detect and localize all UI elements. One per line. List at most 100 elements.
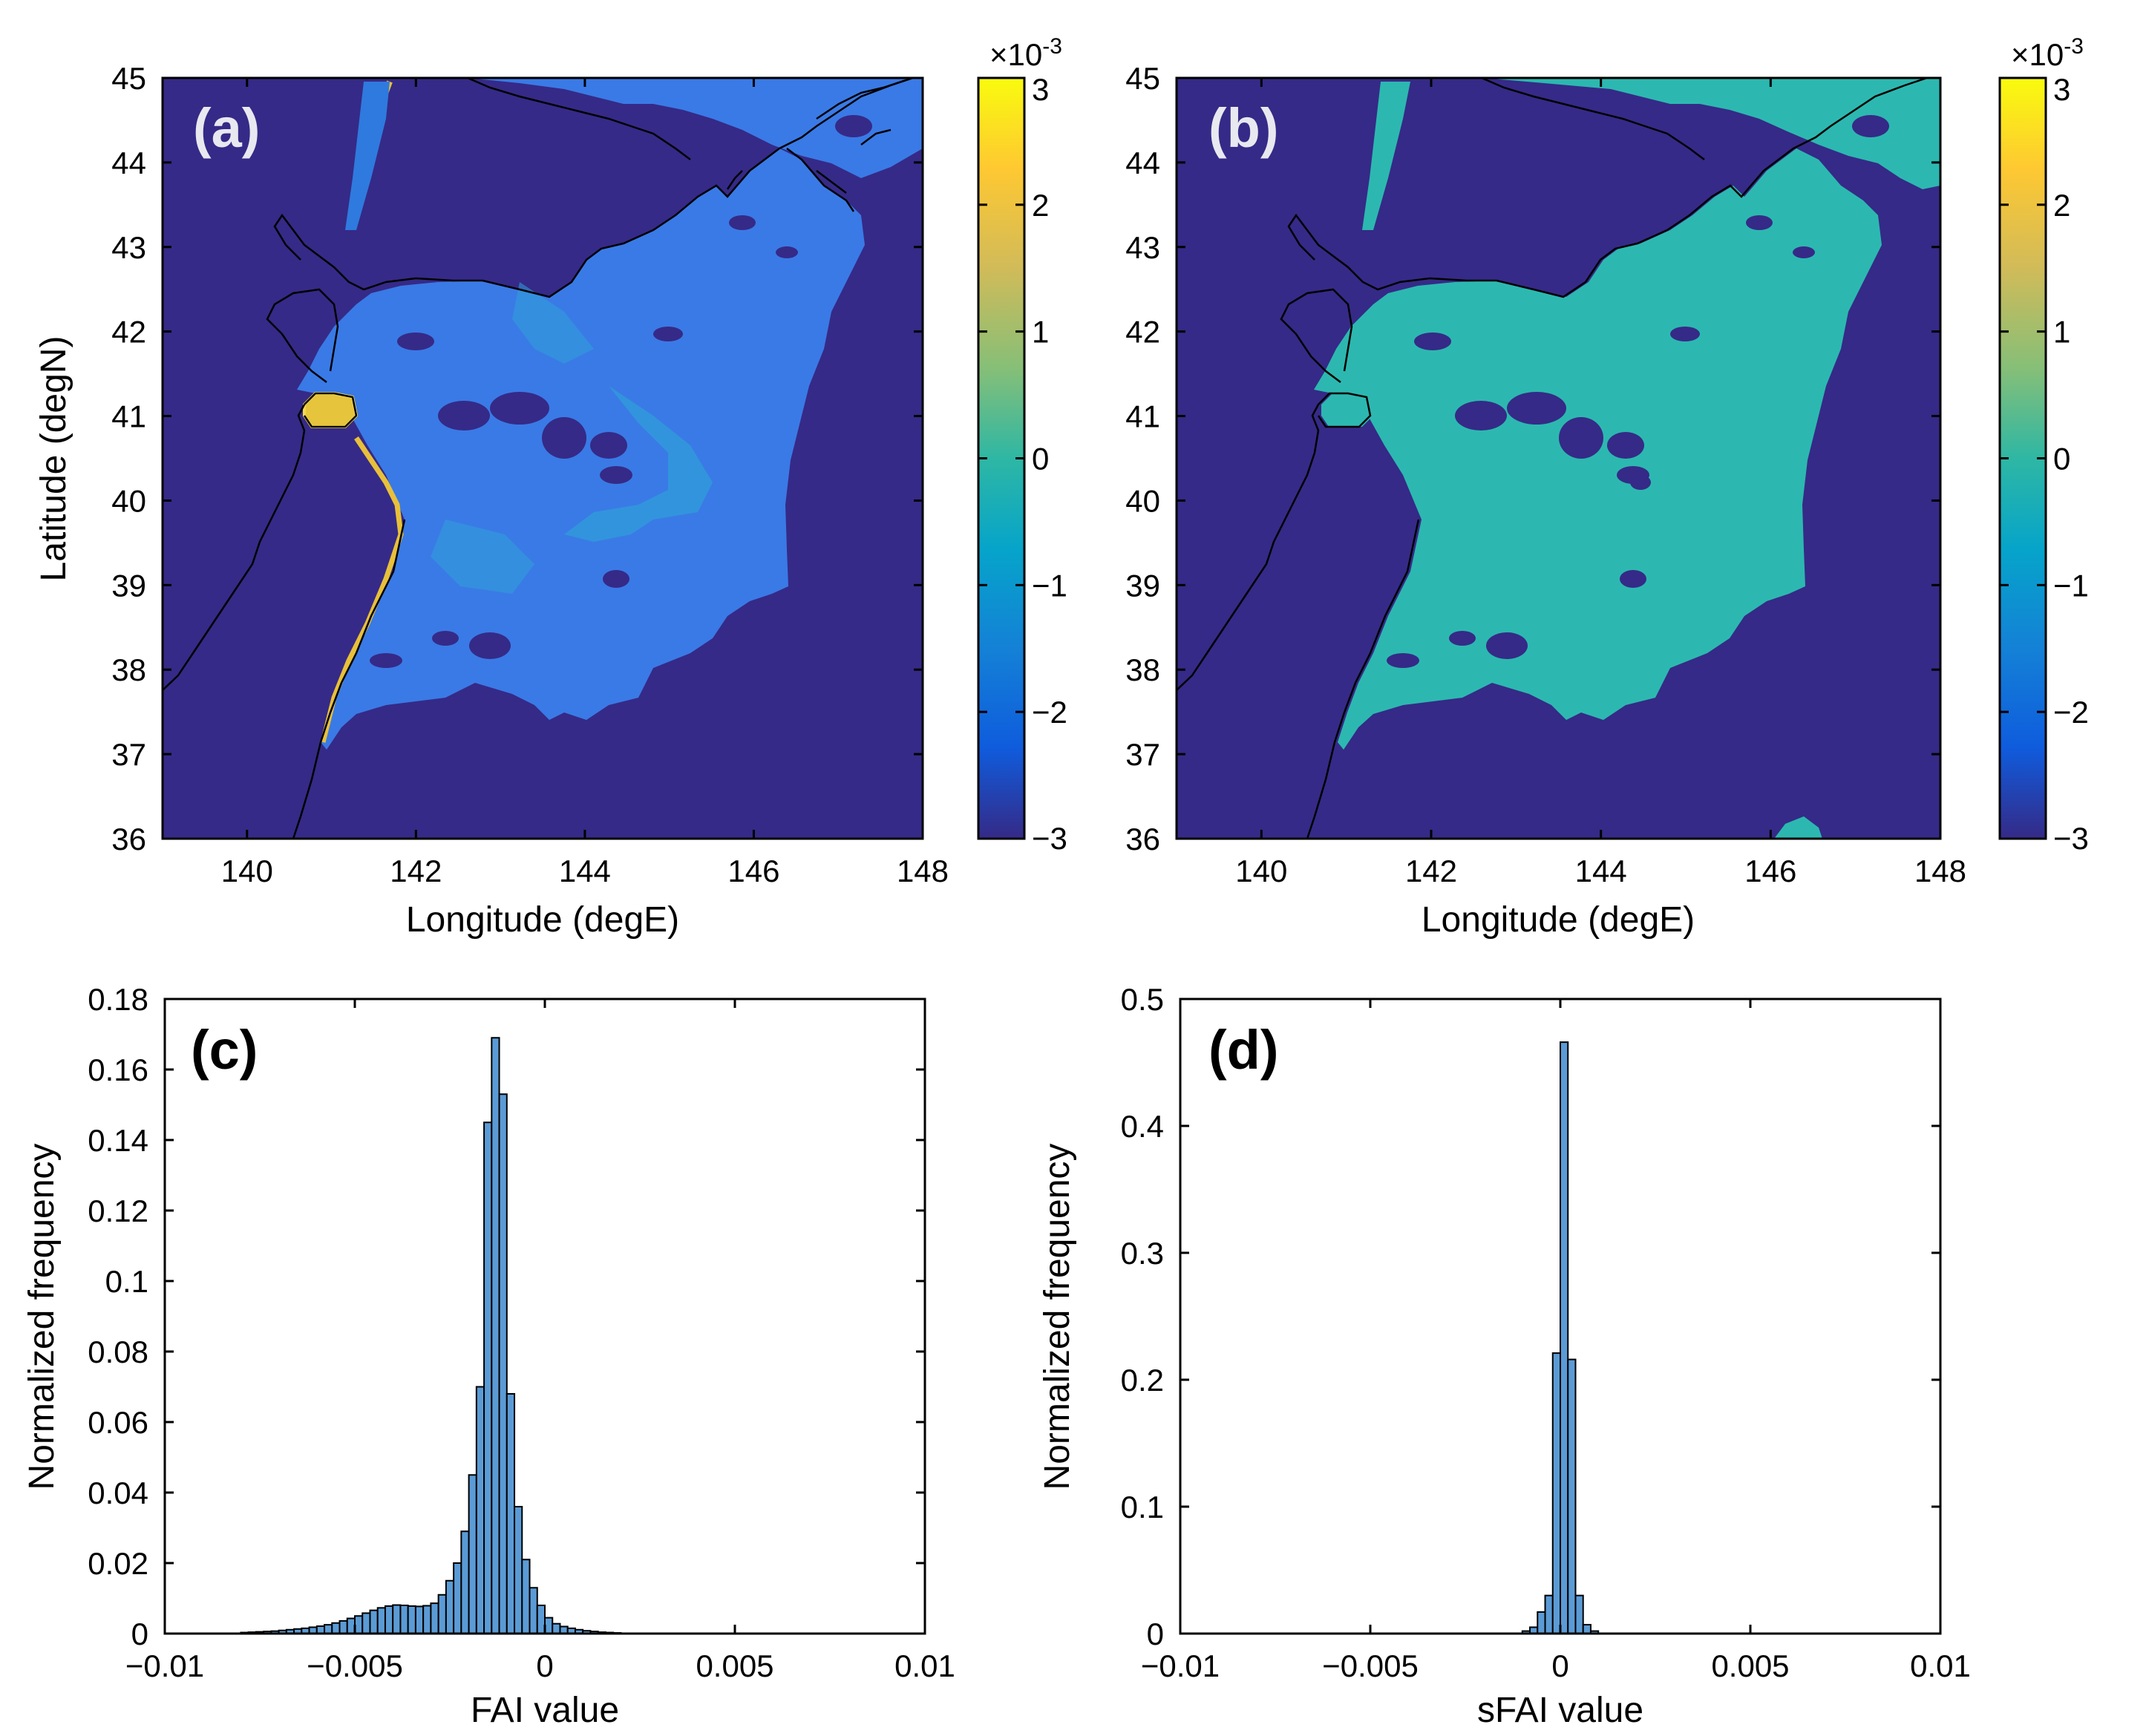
panel-b-cbtick-label: −3 [2053, 821, 2089, 856]
panel-b-coastline [1177, 78, 1928, 839]
panel-c-ticks: −0.01 −0.005 0 0.005 0.01 0 0.02 0.04 0.06 0.08 0.… [88, 982, 955, 1683]
panel-c-ytick-label: 0 [131, 1617, 148, 1651]
panel-a-fai-map [163, 78, 923, 839]
panel-d-xlabel: sFAI value [1477, 1691, 1643, 1730]
panel-a-swirl-2 [512, 282, 594, 364]
panel-b-ytick-label: 45 [1125, 61, 1160, 96]
panel-c-bar [475, 1386, 485, 1634]
panel-b-scale-base: ×10 [2011, 37, 2064, 72]
panel-c: −0.01 −0.005 0 0.005 0.01 0 0.02 0.04 0.06 0.08 0.… [22, 982, 955, 1730]
panel-c-ytick-label: 0.1 [105, 1264, 148, 1299]
panel-c-bar [544, 1617, 554, 1634]
panel-c-ytick-label: 0.14 [88, 1123, 148, 1158]
panel-c-bars [240, 1037, 622, 1635]
panel-c-ytick-label: 0.02 [88, 1546, 148, 1581]
panel-c-bar [338, 1619, 348, 1634]
panel-c-axes-frame [163, 998, 926, 1635]
panel-c-label: (c) [191, 1019, 258, 1081]
panel-d-ticks: −0.01 −0.005 0 0.005 0.01 0 0.1 0.2 0.3 0.4 0.5 [1121, 982, 1971, 1683]
panel-d-ytick-label: 0.2 [1121, 1363, 1164, 1398]
panel-a-swirl-3 [431, 520, 534, 594]
panel-c-bar [536, 1605, 546, 1634]
panel-d-bar [1537, 1611, 1546, 1634]
panel-b-ytick-label: 36 [1125, 822, 1160, 856]
panel-a-colorbar-scale: ×10-3 [989, 34, 1062, 72]
panel-d-label: (d) [1208, 1019, 1279, 1081]
panel-b-cbtick-label: 1 [2053, 315, 2070, 350]
panel-c-bar [445, 1579, 455, 1634]
panel-c-bar [407, 1605, 416, 1634]
panel-a-xtick-label: 144 [559, 854, 611, 888]
panel-d-ytick-label: 0.3 [1121, 1236, 1164, 1271]
panel-a-ytick-label: 42 [111, 315, 146, 350]
panel-d-xtick-label: 0 [1551, 1648, 1568, 1683]
panel-c-bar [552, 1622, 561, 1634]
panel-d-bar [1567, 1358, 1577, 1634]
panel-b-cbtick-label: −2 [2053, 695, 2089, 730]
panel-c-bar [521, 1559, 531, 1634]
panel-d-ytick-label: 0 [1147, 1617, 1164, 1651]
panel-a-ytick-label: 45 [111, 61, 146, 96]
panel-b-ticks: 140 142 144 146 148 36 37 38 39 40 41 42 43 44 45 [1125, 61, 1966, 888]
panel-b-axes-frame [1175, 76, 1942, 840]
panel-c-xtick-label: 0.005 [696, 1648, 773, 1683]
panel-c-bar [483, 1121, 493, 1634]
panel-b-ytick-label: 40 [1125, 483, 1160, 518]
panel-a-mutsu-bay [303, 392, 359, 428]
panel-c-bar [491, 1037, 500, 1634]
panel-c-bar [506, 1393, 516, 1634]
panel-a-north-band [345, 82, 390, 230]
panel-b-cbtick-label: 3 [2053, 72, 2070, 107]
panel-a-coastline [163, 78, 914, 839]
panel-a-xlabel: Longitude (degE) [406, 900, 679, 940]
panel-d-bar [1551, 1352, 1562, 1634]
panel-a-cbtick-label: 3 [1032, 72, 1049, 107]
panel-a-cbtick-label: −2 [1032, 695, 1067, 730]
panel-c-xlabel: FAI value [471, 1691, 619, 1730]
panel-b-ytick-label: 37 [1125, 737, 1160, 772]
panel-d-ytick-label: 0.4 [1121, 1109, 1164, 1144]
panel-b-ytick-label: 44 [1125, 145, 1160, 180]
panel-a-ytick-label: 39 [111, 568, 146, 603]
panel-c-bar [453, 1562, 462, 1634]
panel-a-ticks: 140 142 144 146 148 36 37 38 39 40 41 42 43 44 45 [111, 61, 949, 888]
panel-b-scale-exp: -3 [2064, 34, 2084, 59]
panel-c-bar [437, 1593, 447, 1634]
panel-c-ytick-label: 0.12 [88, 1193, 148, 1228]
panel-c-xtick-label: 0 [536, 1648, 553, 1683]
panel-c-bar [460, 1530, 470, 1634]
panel-c-bar [362, 1612, 371, 1634]
panel-c-bar [392, 1604, 402, 1634]
panel-d: −0.01 −0.005 0 0.005 0.01 0 0.1 0.2 0.3 0.4 0.5 (d… [1038, 982, 1971, 1730]
panel-d-bar [1544, 1594, 1554, 1634]
panel-b-xtick-label: 148 [1914, 854, 1966, 888]
panel-a-swirl-1 [564, 386, 713, 542]
panel-b-cbtick-label: 2 [2053, 188, 2070, 223]
panel-a-scale-base: ×10 [989, 37, 1042, 72]
panel-a-water-region [297, 78, 865, 750]
panel-a-coastal-strip [320, 436, 404, 743]
panel-a-ylabel: Latitude (degN) [34, 336, 73, 582]
panel-a-ytick-label: 41 [111, 399, 146, 434]
panel-a-xtick-label: 148 [897, 854, 949, 888]
panel-b-ytick-label: 42 [1125, 315, 1160, 350]
panel-b-colorbar-ticks: 3 2 1 0 −1 −2 −3 [2000, 72, 2089, 856]
panel-c-bar [414, 1605, 425, 1635]
panel-b-xtick-label: 144 [1575, 854, 1627, 888]
panel-b-label: (b) [1208, 97, 1279, 159]
panel-a-ytick-label: 37 [111, 737, 146, 772]
panel-d-xtick-label: 0.005 [1711, 1648, 1789, 1683]
panel-d-bar [1560, 1041, 1569, 1634]
panel-d-xtick-label: 0.01 [1910, 1648, 1971, 1683]
panel-a-label: (a) [193, 97, 260, 159]
panel-b-ytick-label: 38 [1125, 652, 1160, 687]
panel-a-north-water [468, 78, 923, 178]
panel-b-ytick-label: 39 [1125, 568, 1160, 603]
panel-c-bar [384, 1605, 394, 1634]
panel-a-cbtick-label: 0 [1032, 442, 1049, 476]
panel-c-bar [529, 1587, 538, 1634]
panel-b-cbtick-label: 0 [2053, 442, 2070, 476]
panel-d-ytick-label: 0.5 [1121, 982, 1164, 1017]
